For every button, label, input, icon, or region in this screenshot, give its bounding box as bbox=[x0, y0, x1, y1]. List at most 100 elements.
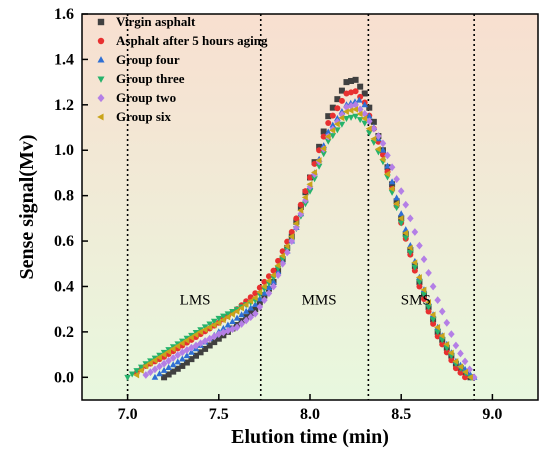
data-point bbox=[215, 330, 223, 339]
data-point bbox=[361, 115, 368, 122]
data-point bbox=[256, 303, 264, 311]
legend-label: Asphalt after 5 hours aging bbox=[116, 33, 268, 48]
data-point bbox=[151, 356, 158, 364]
data-point bbox=[306, 188, 314, 195]
data-point bbox=[347, 107, 354, 114]
data-point bbox=[229, 309, 236, 316]
x-tick-label: 9.0 bbox=[482, 406, 502, 423]
data-point bbox=[384, 151, 391, 160]
data-point bbox=[379, 151, 386, 158]
data-point bbox=[220, 313, 227, 320]
data-point bbox=[220, 328, 227, 337]
data-point bbox=[288, 233, 295, 240]
data-point bbox=[338, 97, 345, 104]
data-point bbox=[457, 369, 464, 376]
data-point bbox=[452, 358, 459, 365]
data-point bbox=[397, 187, 405, 196]
data-point bbox=[233, 314, 241, 321]
data-point bbox=[343, 79, 350, 86]
data-point bbox=[265, 277, 272, 285]
data-point bbox=[146, 359, 153, 367]
data-point bbox=[393, 175, 400, 184]
data-point bbox=[357, 83, 364, 90]
data-point bbox=[365, 117, 373, 126]
data-point bbox=[347, 102, 355, 110]
data-point bbox=[365, 125, 372, 132]
data-point bbox=[425, 304, 432, 311]
data-point bbox=[206, 321, 213, 328]
data-points bbox=[124, 76, 478, 382]
data-point bbox=[183, 352, 191, 359]
data-point bbox=[324, 138, 332, 145]
data-point bbox=[165, 371, 172, 378]
data-point bbox=[424, 299, 431, 306]
data-point bbox=[397, 215, 404, 222]
data-point bbox=[448, 330, 455, 339]
data-point bbox=[228, 310, 235, 318]
data-point bbox=[297, 207, 304, 214]
data-point bbox=[429, 311, 436, 319]
data-point bbox=[133, 371, 140, 379]
data-point bbox=[137, 367, 144, 374]
legend-marker bbox=[97, 76, 105, 83]
y-tick-label: 0.0 bbox=[54, 369, 74, 386]
legend: Virgin asphalt Asphalt after 5 hours agin… bbox=[97, 14, 268, 124]
data-point bbox=[379, 146, 387, 153]
data-point bbox=[466, 365, 473, 374]
data-point bbox=[325, 119, 332, 126]
data-point bbox=[329, 133, 337, 140]
data-point bbox=[452, 341, 460, 350]
data-point bbox=[402, 200, 410, 209]
data-point bbox=[210, 321, 217, 329]
data-point bbox=[438, 307, 446, 316]
data-point bbox=[215, 319, 222, 327]
data-point bbox=[188, 348, 195, 355]
data-point bbox=[142, 362, 149, 370]
legend-label: Group two bbox=[116, 90, 176, 105]
data-point bbox=[320, 151, 327, 158]
y-tick-label: 0.8 bbox=[54, 188, 74, 205]
y-tick-label: 0.4 bbox=[54, 278, 74, 295]
data-point bbox=[229, 325, 236, 333]
data-point bbox=[183, 346, 191, 354]
data-point bbox=[356, 105, 364, 114]
data-point bbox=[447, 349, 454, 357]
data-point bbox=[429, 282, 437, 291]
data-point bbox=[219, 316, 226, 324]
y-tick-label: 0.6 bbox=[54, 233, 74, 250]
data-point bbox=[155, 354, 162, 361]
data-point bbox=[165, 356, 172, 365]
data-point bbox=[270, 267, 277, 274]
y-axis-title: Sense signal(Mv) bbox=[16, 135, 38, 280]
data-point bbox=[187, 334, 194, 341]
data-point bbox=[420, 292, 428, 299]
region-divider-lines bbox=[126, 14, 475, 400]
data-point bbox=[224, 321, 232, 328]
data-point bbox=[233, 308, 240, 315]
data-point bbox=[224, 313, 231, 321]
data-point bbox=[256, 299, 263, 306]
data-point bbox=[320, 128, 327, 135]
data-point bbox=[260, 283, 267, 290]
data-point bbox=[165, 364, 172, 371]
data-point bbox=[361, 90, 368, 97]
data-point bbox=[324, 128, 332, 135]
data-point bbox=[297, 209, 305, 218]
data-point bbox=[275, 257, 282, 264]
data-point bbox=[383, 170, 390, 178]
data-point bbox=[196, 328, 203, 336]
data-point bbox=[420, 255, 428, 264]
data-point bbox=[311, 160, 318, 167]
data-point bbox=[169, 354, 177, 362]
y-tick-label: 1.2 bbox=[54, 97, 74, 114]
region-labels: LMS MMS SMS bbox=[180, 293, 431, 309]
data-point bbox=[179, 355, 186, 362]
data-point bbox=[397, 210, 405, 217]
data-point bbox=[256, 288, 263, 296]
data-point bbox=[265, 289, 273, 298]
data-point bbox=[402, 229, 409, 237]
data-point bbox=[434, 329, 441, 336]
data-point bbox=[201, 326, 208, 333]
data-point bbox=[151, 365, 159, 374]
data-point bbox=[348, 77, 355, 84]
